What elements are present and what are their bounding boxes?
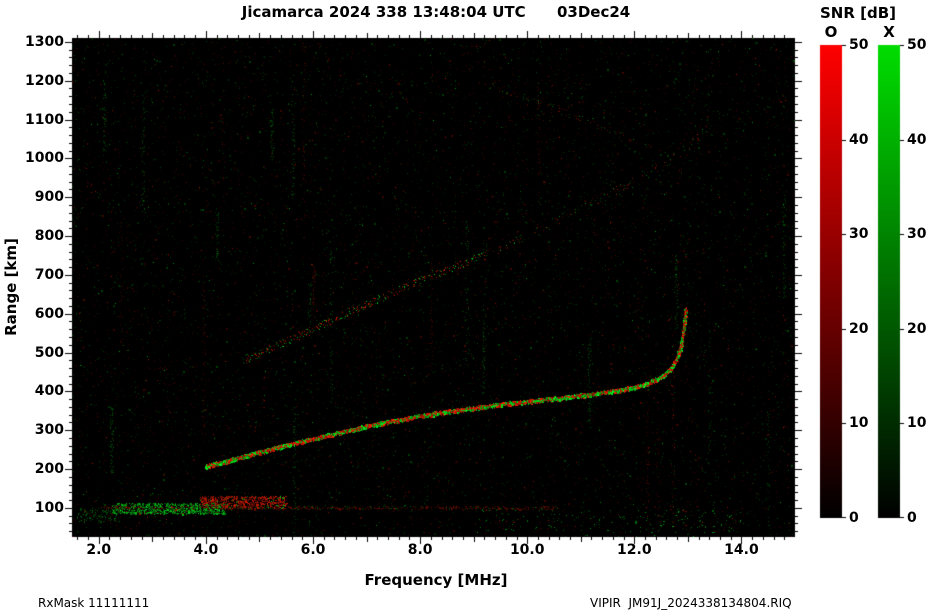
y-tick-label: 900 xyxy=(34,189,64,206)
colorbar-tick-label: 40 xyxy=(907,131,927,148)
rxmask-label: RxMask 11111111 xyxy=(38,596,150,610)
y-tick-label: 1100 xyxy=(25,111,64,128)
y-tick-label: 100 xyxy=(34,499,64,516)
x-tick-label: 14.0 xyxy=(724,542,759,558)
colorbar-tick-label: 30 xyxy=(849,226,869,243)
colorbar-tick-label: 20 xyxy=(907,320,927,337)
colorbar-tick-label: 0 xyxy=(849,510,859,526)
figure-title: Jicamarca 2024 338 13:48:04 UTC 03Dec24 xyxy=(241,3,631,21)
y-tick-label: 700 xyxy=(34,266,64,283)
colorbar-tick-label: 10 xyxy=(907,415,927,432)
x-tick-label: 6.0 xyxy=(300,542,326,558)
data-file-label: VIPIR JM91J_2024338134804.RIQ xyxy=(590,596,792,610)
x-tick-label: 10.0 xyxy=(509,542,545,558)
colorbar-tick-label: 50 xyxy=(907,37,927,53)
colorbar-tick-label: 40 xyxy=(849,131,869,148)
x-tick-label: 12.0 xyxy=(617,542,652,558)
y-tick-label: 400 xyxy=(34,383,64,400)
colorbar-tick-label: 20 xyxy=(849,320,869,337)
colorbar-tick-label: 0 xyxy=(907,510,917,526)
x-tick-label: 4.0 xyxy=(193,542,219,558)
y-tick-label: 600 xyxy=(34,305,64,322)
y-tick-label: 1000 xyxy=(25,150,64,167)
x-tick-label: 8.0 xyxy=(407,542,433,558)
y-tick-label: 1200 xyxy=(25,72,64,89)
colorbar-x-label: X xyxy=(883,23,895,41)
y-tick-label: 300 xyxy=(34,422,64,439)
x-tick-label: 2.0 xyxy=(86,542,112,558)
y-tick-label: 1300 xyxy=(25,33,64,50)
x-axis-label: Frequency [MHz] xyxy=(364,571,508,589)
colorbar-o-label: O xyxy=(824,23,838,41)
y-tick-label: 800 xyxy=(34,228,64,245)
y-tick-label: 200 xyxy=(34,461,64,478)
colorbar-tick-label: 50 xyxy=(849,37,869,53)
y-axis-label: Range [km] xyxy=(2,238,20,336)
y-tick-label: 500 xyxy=(34,344,64,361)
colorbar-tick-label: 30 xyxy=(907,226,927,243)
colorbar-tick-label: 10 xyxy=(849,415,869,432)
colorbar-title: SNR [dB] xyxy=(819,4,897,22)
